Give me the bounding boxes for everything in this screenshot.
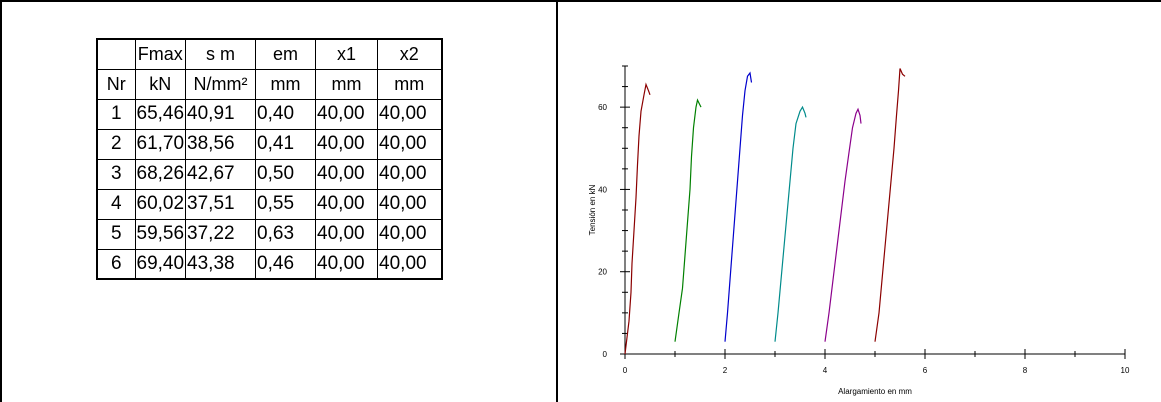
table-cell: 69,40: [134, 248, 187, 280]
table-cell: mm: [377, 68, 443, 100]
chart-axes: 0 2 4 6 8 10 0 20 40 60: [598, 65, 1130, 375]
frame-divider: [556, 0, 558, 402]
table-cell: 60,02: [134, 188, 187, 220]
table-cell: mm: [315, 68, 379, 100]
table-cell: x1: [315, 38, 379, 70]
table-cell: 40,00: [315, 218, 379, 250]
x-tick-label: 4: [823, 366, 828, 375]
x-tick-label: 6: [923, 366, 928, 375]
table-cell: 1: [96, 98, 136, 130]
table-cell: kN: [134, 68, 187, 100]
series-line-6: [874, 68, 906, 342]
table-row: 6 69,40 43,38 0,46 40,00 40,00: [96, 248, 443, 280]
table-cell: 0,63: [255, 218, 317, 250]
table-cell: 0,46: [255, 248, 317, 280]
table-cell: 0,55: [255, 188, 317, 220]
table-cell: s m: [185, 38, 257, 70]
table-cell: 68,26: [134, 158, 187, 190]
table-row: 5 59,56 37,22 0,63 40,00 40,00: [96, 218, 443, 250]
series-line-3: [724, 71, 753, 342]
table-cell: 0,40: [255, 98, 317, 130]
table-cell: 40,91: [185, 98, 257, 130]
table-cell: 0,50: [255, 158, 317, 190]
table-cell: 37,22: [185, 218, 257, 250]
x-tick-label: 2: [723, 366, 728, 375]
table-header-row: Nr kN N/mm² mm mm mm: [96, 68, 443, 100]
series-line-4: [774, 105, 807, 342]
table-cell: 40,00: [377, 158, 443, 190]
table-cell: 6: [96, 248, 136, 280]
y-tick-label: 20: [598, 268, 607, 277]
table-cell: N/mm²: [185, 68, 257, 100]
series-line-5: [824, 107, 862, 342]
table-cell: x2: [377, 38, 443, 70]
table-cell: 40,00: [377, 188, 443, 220]
y-tick-label: 40: [598, 185, 607, 194]
table-row: 1 65,46 40,91 0,40 40,00 40,00: [96, 98, 443, 130]
table-row: 2 61,70 38,56 0,41 40,00 40,00: [96, 128, 443, 160]
table-cell: 40,00: [315, 128, 379, 160]
table-cell: 38,56: [185, 128, 257, 160]
table-cell: 43,38: [185, 248, 257, 280]
table-cell: 61,70: [134, 128, 187, 160]
series-line-2: [674, 98, 702, 342]
y-tick-label: 0: [603, 350, 608, 359]
table-cell: 40,00: [377, 98, 443, 130]
table-cell: 40,00: [315, 158, 379, 190]
chart-series: [624, 68, 906, 355]
table-cell: 3: [96, 158, 136, 190]
results-table: Fmax s m em x1 x2 Nr kN N/mm² mm mm mm 1 65,46 40,91 0…: [96, 38, 443, 280]
table-header-row: Fmax s m em x1 x2: [96, 38, 443, 70]
table-row: 3 68,26 42,67 0,50 40,00 40,00: [96, 158, 443, 190]
table-cell: 40,00: [377, 218, 443, 250]
table-cell: 42,67: [185, 158, 257, 190]
table-cell: 0,41: [255, 128, 317, 160]
table-cell: 40,00: [315, 188, 379, 220]
table-cell: 4: [96, 188, 136, 220]
table-cell: 40,00: [315, 98, 379, 130]
table-cell: 40,00: [377, 248, 443, 280]
table-cell: 37,51: [185, 188, 257, 220]
table-cell: Nr: [96, 68, 136, 100]
table-cell: 5: [96, 218, 136, 250]
table-cell: 65,46: [134, 98, 187, 130]
table-cell: 59,56: [134, 218, 187, 250]
series-line-1: [624, 82, 651, 355]
x-tick-label: 0: [623, 366, 628, 375]
table-cell: 2: [96, 128, 136, 160]
frame-top-border: [0, 0, 1161, 2]
x-tick-label: 8: [1023, 366, 1028, 375]
table-cell: [96, 38, 136, 70]
x-axis-label: Alargamiento en mm: [838, 387, 912, 396]
table-row: 4 60,02 37,51 0,55 40,00 40,00: [96, 188, 443, 220]
table-cell: em: [255, 38, 317, 70]
table-cell: 40,00: [315, 248, 379, 280]
table-cell: mm: [255, 68, 317, 100]
y-axis-label: Tensión en kN: [588, 184, 597, 235]
y-tick-label: 60: [598, 103, 607, 112]
table-cell: 40,00: [377, 128, 443, 160]
table-cell: Fmax: [134, 38, 187, 70]
frame-left-border: [0, 0, 2, 402]
x-tick-label: 10: [1121, 366, 1130, 375]
tension-chart: 0 2 4 6 8 10 0 20 40 60 Alargamiento en mm Tensió…: [588, 65, 1130, 396]
